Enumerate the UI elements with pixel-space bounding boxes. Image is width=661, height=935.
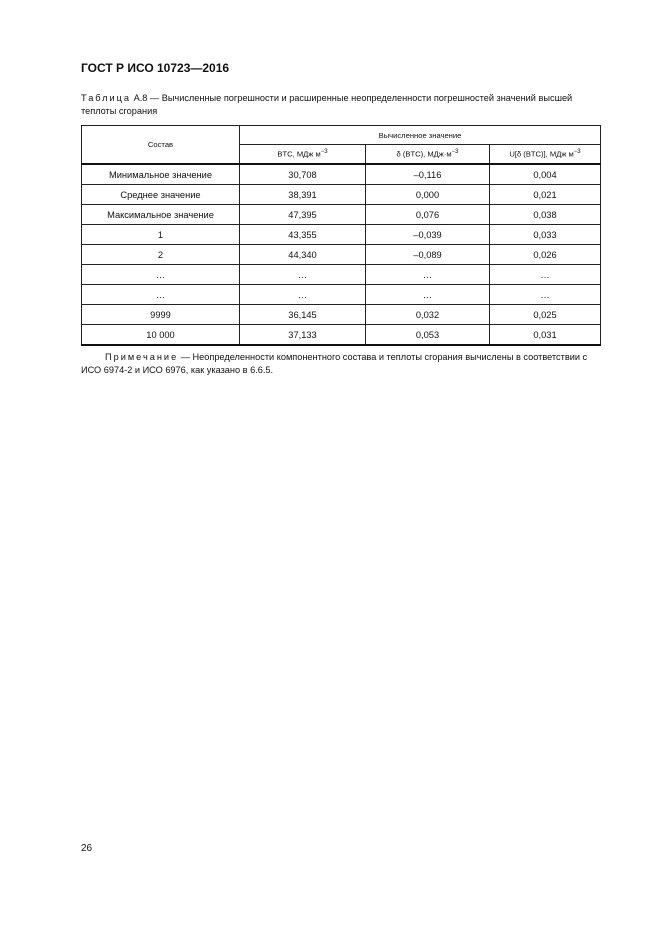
table-cell: … [365, 284, 490, 305]
table-row: 9999 36,145 0,032 0,025 [81, 304, 601, 325]
table-cell: … [81, 264, 240, 285]
table-cell: 30,708 [239, 163, 366, 185]
table-row: Минимальное значение 30,708 –0,116 0,004 [81, 163, 601, 185]
col-header: U[δ (BTC)], МДж м−3 [489, 144, 601, 165]
table-cell: … [489, 284, 601, 305]
table-cell: 0,021 [489, 184, 601, 205]
table-cell: … [489, 264, 601, 285]
caption-label: Таблица [81, 93, 132, 103]
table-cell: 37,133 [239, 324, 366, 346]
table-row: Максимальное значение 47,395 0,076 0,038 [81, 204, 601, 225]
table-cell: 1 [81, 224, 240, 245]
table-row: ………… [81, 284, 601, 305]
note-label: Примечание [105, 352, 179, 362]
table-row: Среднее значение 38,391 0,000 0,021 [81, 184, 601, 205]
document-header: ГОСТ Р ИСО 10723—2016 [81, 61, 230, 75]
col-header-label: U[δ (BTC)], МДж м [509, 149, 574, 159]
table-cell: 9999 [81, 304, 240, 325]
table-cell: 2 [81, 244, 240, 265]
page-number: 26 [81, 843, 93, 854]
table-cell: 10 000 [81, 324, 240, 346]
table-cell: 43,355 [239, 224, 366, 245]
table-cell: –0,039 [365, 224, 490, 245]
table-cell: –0,089 [365, 244, 490, 265]
col-header: δ (BTC), МДж·м−3 [365, 144, 490, 165]
table-cell: … [239, 264, 366, 285]
table-cell: … [365, 264, 490, 285]
table-cell: 0,032 [365, 304, 490, 325]
unit-exponent: −3 [573, 149, 581, 156]
table-cell: 0,004 [489, 163, 601, 185]
table-cell: Максимальное значение [81, 204, 240, 225]
table-cell: 0,053 [365, 324, 490, 346]
group-header: Вычисленное значение [239, 125, 601, 145]
table-cell: 44,340 [239, 244, 366, 265]
table-cell: Минимальное значение [81, 163, 240, 185]
note-text: — Неопределенности компонентного состава… [81, 352, 588, 375]
col-header-label: BTC, МДж м [277, 149, 321, 159]
table-row: 1 43,355 –0,039 0,033 [81, 224, 601, 245]
table-cell: 0,031 [489, 324, 601, 346]
col-header-composition: Состав [81, 125, 240, 165]
table-cell: 0,026 [489, 244, 601, 265]
unit-exponent: −3 [451, 149, 459, 156]
table-cell: … [81, 284, 240, 305]
col-header-label: δ (BTC), МДж·м [396, 149, 452, 159]
table-caption: Таблица А.8 — Вычисленные погрешности и … [81, 92, 603, 118]
table-cell: –0,116 [365, 163, 490, 185]
caption-number: А.8 [133, 93, 148, 103]
table-cell: 0,000 [365, 184, 490, 205]
table-row: ………… [81, 264, 601, 285]
table-cell: 0,025 [489, 304, 601, 325]
table-cell: … [239, 284, 366, 305]
table-cell: 47,395 [239, 204, 366, 225]
col-header: BTC, МДж м−3 [239, 144, 366, 165]
data-table: Состав Вычисленное значение BTC, МДж м−3 δ… [81, 125, 601, 346]
table-cell: 0,076 [365, 204, 490, 225]
table-cell: Среднее значение [81, 184, 240, 205]
table-cell: 36,145 [239, 304, 366, 325]
table-row: 10 000 37,133 0,053 0,031 [81, 324, 601, 346]
table-cell: 38,391 [239, 184, 366, 205]
table-cell: 0,033 [489, 224, 601, 245]
table-note: Примечание — Неопределенности компонентн… [81, 351, 603, 377]
table-row: 2 44,340 –0,089 0,026 [81, 244, 601, 265]
table-cell: 0,038 [489, 204, 601, 225]
caption-text: — Вычисленные погрешности и расширенные … [81, 93, 573, 116]
unit-exponent: −3 [320, 149, 328, 156]
